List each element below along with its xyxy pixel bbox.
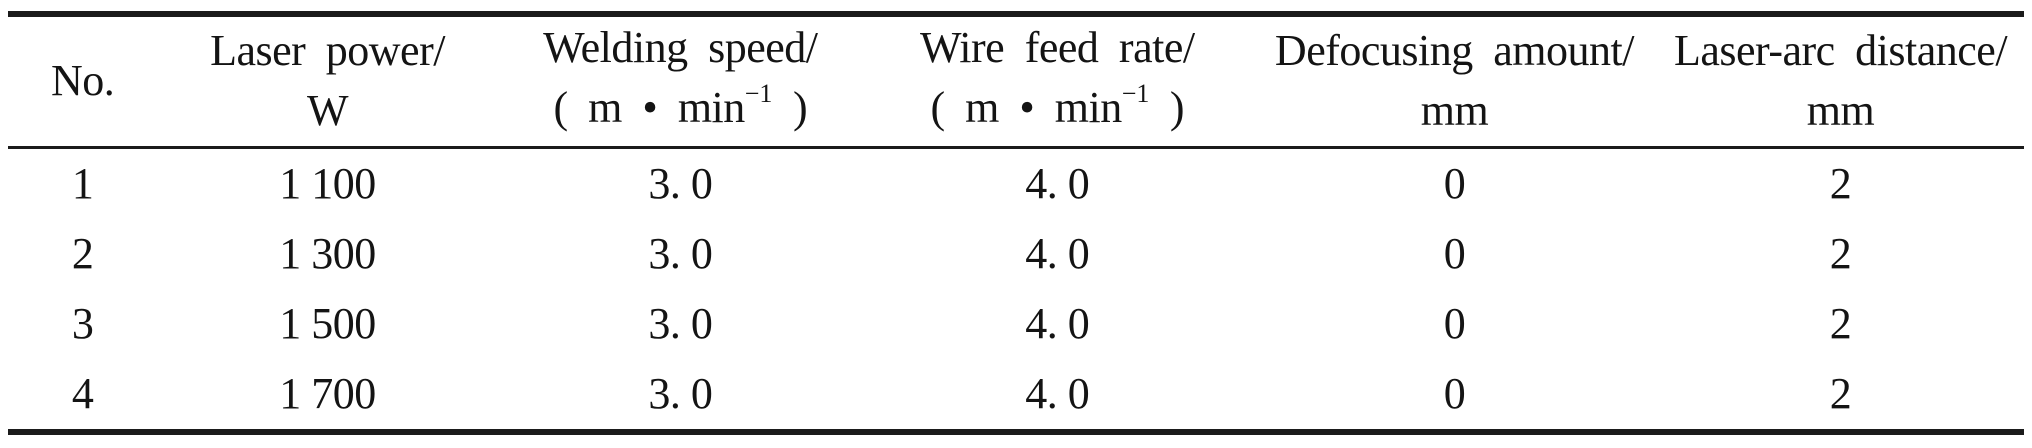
cell-defocusing-amount: 0 [1443,159,1466,208]
cell-laser-arc-distance: 2 [1829,369,1852,418]
cell-wire-feed-rate: 4. 0 [1025,229,1090,278]
column-header-welding-speed: Welding speed/ ( m • min−1 ) [498,14,863,147]
column-title: Wire feed rate/ [920,23,1195,73]
cell-laser-power: 1 100 [279,159,376,208]
cell-welding-speed: 3. 0 [648,369,713,418]
unit-prefix: ( m • min [930,83,1123,133]
table-header: No. Laser power/ W Welding speed/ ( m • … [8,14,2024,147]
cell-laser-power: 1 500 [279,299,376,348]
cell-laser-arc-distance: 2 [1829,159,1852,208]
cell-laser-arc-distance: 2 [1829,299,1852,348]
unit-suffix: ) [1149,83,1185,133]
cell-welding-speed: 3. 0 [648,229,713,278]
table-row-4: 4 1 700 3. 0 4. 0 0 2 [8,359,2024,432]
column-header-defocusing-amount: Defocusing amount/ mm [1252,14,1657,147]
column-title: Welding speed/ [543,23,818,73]
cell-laser-power: 1 700 [279,369,376,418]
superscript-exponent: −1 [1121,79,1150,109]
unit-suffix: ) [772,83,808,133]
column-unit: ( m • min−1 ) [498,78,863,144]
column-unit: W [307,86,349,136]
cell-welding-speed: 3. 0 [648,159,713,208]
superscript-exponent: −1 [744,79,773,109]
column-header-laser-arc-distance: Laser-arc distance/ mm [1657,14,2024,147]
table-row-2: 2 1 300 3. 0 4. 0 0 2 [8,219,2024,289]
column-header-no: No. [8,14,157,147]
column-header-wire-feed-rate: Wire feed rate/ ( m • min−1 ) [863,14,1252,147]
cell-no: 4 [71,369,94,418]
column-title: Defocusing amount/ [1274,26,1635,76]
cell-no: 3 [71,299,94,348]
table-body: 1 1 100 3. 0 4. 0 0 2 2 1 300 3. 0 4. 0 … [8,147,2024,432]
cell-wire-feed-rate: 4. 0 [1025,299,1090,348]
column-title: Laser-arc distance/ [1673,26,2008,76]
cell-wire-feed-rate: 4. 0 [1025,159,1090,208]
table-row-3: 3 1 500 3. 0 4. 0 0 2 [8,289,2024,359]
column-title: No. [50,56,115,106]
cell-no: 2 [71,229,94,278]
cell-defocusing-amount: 0 [1443,299,1466,348]
column-header-laser-power: Laser power/ W [157,14,498,147]
column-title: Laser power/ [210,26,445,76]
cell-defocusing-amount: 0 [1443,369,1466,418]
cell-no: 1 [71,159,94,208]
cell-welding-speed: 3. 0 [648,299,713,348]
column-unit: ( m • min−1 ) [863,78,1252,144]
cell-defocusing-amount: 0 [1443,229,1466,278]
column-unit: mm [1420,86,1489,136]
cell-wire-feed-rate: 4. 0 [1025,369,1090,418]
unit-prefix: ( m • min [553,83,746,133]
welding-parameters-table: No. Laser power/ W Welding speed/ ( m • … [8,11,2024,435]
cell-laser-arc-distance: 2 [1829,229,1852,278]
header-row: No. Laser power/ W Welding speed/ ( m • … [8,14,2024,147]
cell-laser-power: 1 300 [279,229,376,278]
table-row-1: 1 1 100 3. 0 4. 0 0 2 [8,147,2024,219]
column-unit: mm [1806,86,1875,136]
